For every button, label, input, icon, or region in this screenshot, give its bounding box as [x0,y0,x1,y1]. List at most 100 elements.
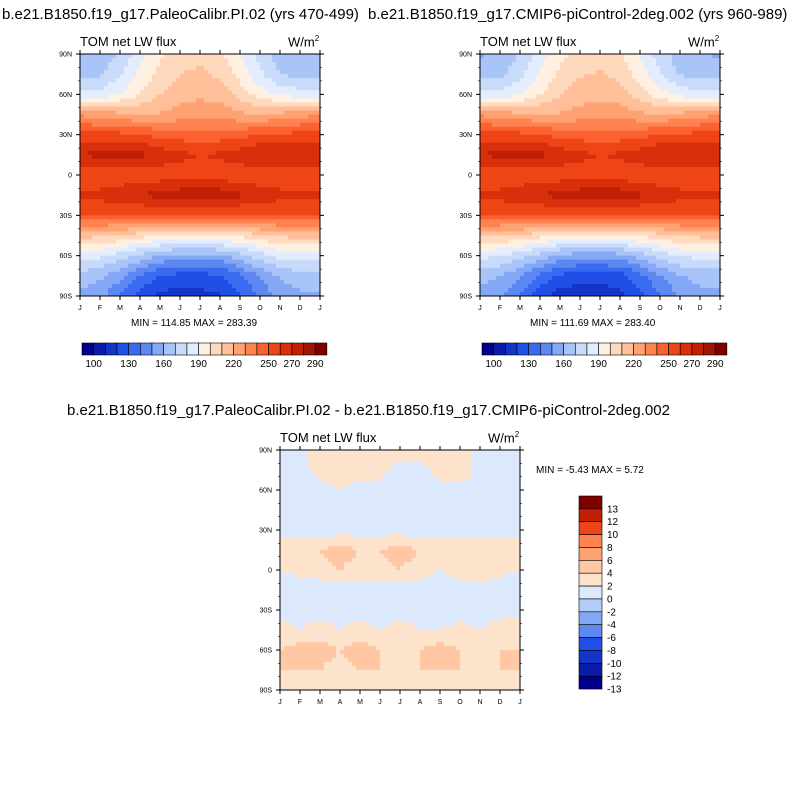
heatmap-cell [592,118,597,123]
heatmap-cell [272,199,277,204]
heatmap-cell [648,98,653,103]
heatmap-cell [92,211,97,216]
heatmap-cell [180,150,185,156]
heatmap-cell [236,239,241,244]
heatmap-cell [240,98,245,103]
heatmap-cell [536,134,541,140]
heatmap-cell [276,187,281,192]
heatmap-cell [604,74,609,79]
heatmap-cell [80,162,85,168]
heatmap-cell [168,275,173,281]
heatmap-cell [168,134,173,140]
heatmap-cell [672,62,677,67]
heatmap-cell [224,187,229,192]
heatmap-cell [508,122,513,127]
heatmap-cell [100,90,105,95]
heatmap-cell [660,86,665,91]
heatmap-cell [160,138,165,144]
heatmap-cell [84,118,89,123]
heatmap-cell [256,287,261,293]
heatmap-cell [88,255,93,261]
heatmap-cell [680,62,685,67]
heatmap-cell [256,279,261,285]
heatmap-cell [160,114,165,119]
heatmap-cell [272,211,277,216]
heatmap-cell [300,195,305,200]
heatmap-cell [292,203,297,208]
heatmap-cell [132,130,137,136]
heatmap-cell [480,110,485,115]
heatmap-cell [92,235,97,240]
heatmap-cell [100,150,105,156]
heatmap-cell [216,66,221,71]
heatmap-cell [588,70,593,75]
heatmap-cell [204,98,209,103]
heatmap-cell [228,142,233,148]
heatmap-cell [660,130,665,136]
heatmap-cell [680,106,685,111]
heatmap-cell [204,118,209,123]
heatmap-cell [156,187,161,192]
heatmap-cell [96,98,101,103]
heatmap-cell [712,98,717,103]
heatmap-cell [124,78,129,83]
heatmap-cell [96,183,101,188]
heatmap-cell [100,170,105,176]
heatmap-cell [500,114,505,119]
heatmap-cell [196,86,201,91]
heatmap-cell [308,235,313,240]
heatmap-cell [84,138,89,144]
heatmap-cell [228,283,233,289]
heatmap-cell [88,267,93,273]
heatmap-cell [276,162,281,168]
heatmap-cell [276,279,281,285]
heatmap-cell [168,70,173,75]
heatmap-cell [144,287,149,293]
heatmap-cell [152,223,157,228]
heatmap-cell [548,78,553,83]
heatmap-cell [316,170,321,176]
heatmap-cell [124,251,129,257]
heatmap-cell [616,118,621,123]
heatmap-cell [132,255,137,261]
heatmap-cell [664,82,669,87]
heatmap-cell [220,279,225,285]
heatmap-cell [288,275,293,281]
heatmap-cell [492,74,497,79]
heatmap-cell [108,219,113,224]
heatmap-cell [148,102,153,107]
heatmap-cell [280,82,285,87]
heatmap-cell [148,183,153,188]
heatmap-cell [488,74,493,79]
heatmap-cell [264,130,269,136]
heatmap-cell [200,66,205,71]
heatmap-cell [496,134,501,140]
heatmap-cell [288,287,293,293]
heatmap-cell [100,203,105,208]
x-tick-label: A [218,305,223,312]
heatmap-cell [188,58,193,63]
heatmap-cell [216,211,221,216]
heatmap-cell [268,142,273,148]
heatmap-cell [480,54,485,59]
heatmap-cell [152,170,157,176]
heatmap-cell [116,154,121,160]
heatmap-cell [272,275,277,281]
heatmap-cell [260,271,265,277]
heatmap-cell [492,110,497,115]
heatmap-cell [620,70,625,75]
heatmap-cell [268,102,273,107]
heatmap-cell [188,199,193,204]
heatmap-cell [112,70,117,75]
heatmap-cell [104,235,109,240]
heatmap-cell [264,98,269,103]
heatmap-cell [588,82,593,87]
heatmap-cell [516,126,521,131]
heatmap-cell [220,259,225,265]
heatmap-cell [300,162,305,168]
heatmap-cell [552,86,557,91]
heatmap-cell [116,207,121,212]
heatmap-cell [148,271,153,277]
heatmap-cell [204,287,209,293]
heatmap-cell [708,94,713,99]
